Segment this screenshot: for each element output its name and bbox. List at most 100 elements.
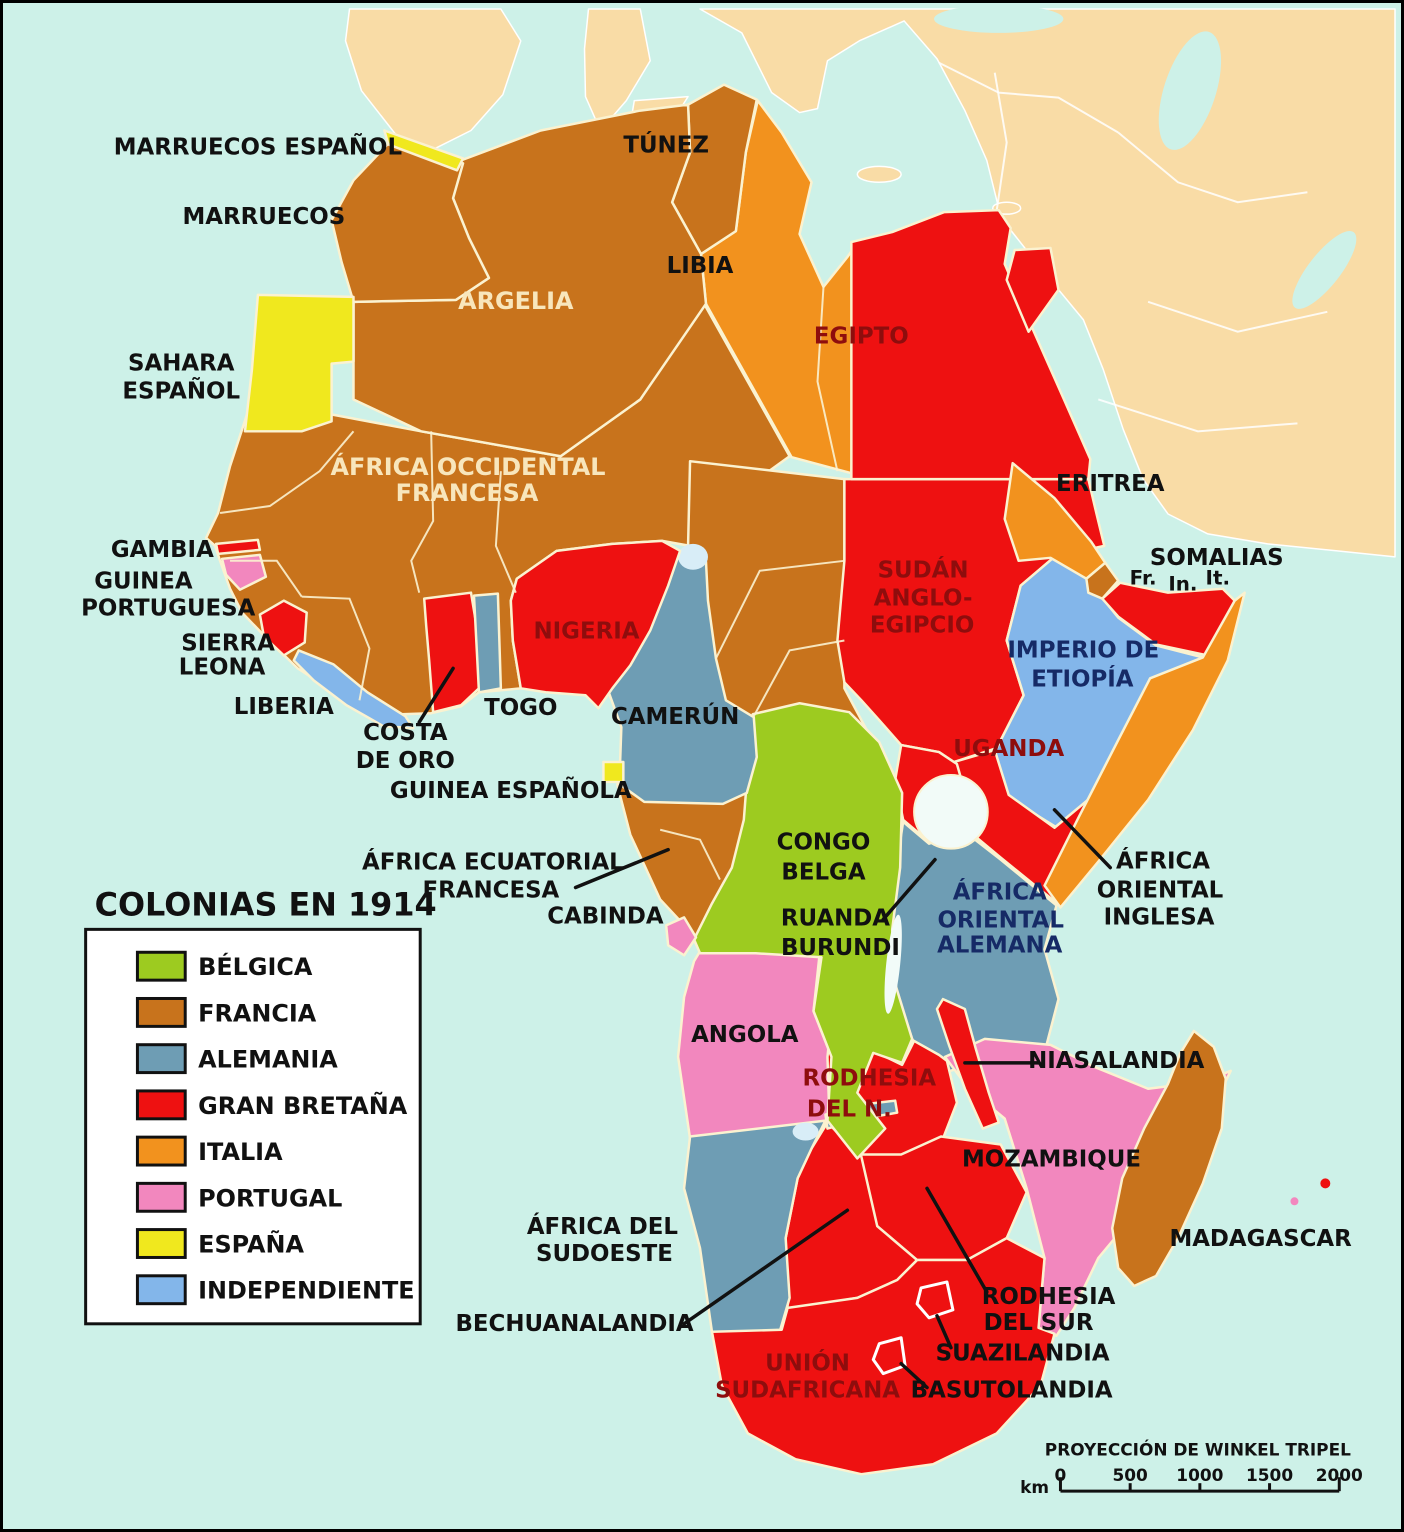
label-marruecos: MARRUECOS: [183, 204, 346, 230]
label-sierra-leona: LEONA: [179, 654, 266, 680]
pointer-basutolandia: [899, 1361, 929, 1390]
region-gambia: [214, 538, 262, 556]
internal-border: [659, 828, 721, 880]
scale-tick-label: 2000: [1316, 1465, 1363, 1485]
region-cabinda: [664, 916, 698, 957]
label-suazilandia: SUAZILANDIA: [936, 1341, 1110, 1367]
internal-border: [219, 430, 355, 514]
label-africa-occidental: FRANCESA: [396, 479, 539, 507]
label-basutolandia: BASUTOLANDIA: [911, 1378, 1113, 1404]
label-nigeria: NIGERIA: [534, 618, 640, 644]
scale-unit-label: km: [1020, 1477, 1049, 1497]
legend-label: BÉLGICA: [198, 952, 313, 981]
legend-swatch-francia: [135, 996, 187, 1028]
foreign-border: [1097, 398, 1298, 433]
scale-tick-label: 1500: [1246, 1465, 1293, 1485]
label-africa-oriental-inglesa: ORIENTAL: [1097, 877, 1224, 903]
region-sierra-leona: [258, 599, 308, 657]
label-sudan: SUDÁN: [878, 556, 969, 584]
legend-swatch-belgica: [135, 950, 187, 982]
label-africa-sudoeste: SUDOESTE: [536, 1241, 673, 1267]
region-iberia: [344, 8, 522, 152]
lake-tanganyika: [884, 914, 902, 1014]
legend-swatch-espana: [135, 1228, 187, 1259]
region-sahara-espanol: [243, 293, 355, 433]
label-somalia-it: It.: [1206, 567, 1230, 590]
label-cabinda: CABINDA: [547, 903, 664, 929]
pointer-africa-ecuatorial: [573, 847, 670, 890]
internal-border: [752, 639, 845, 717]
map-canvas: MARRUECOS ESPAÑOL MARRUECOS SAHARA ESPAÑ…: [3, 3, 1401, 1529]
label-africa-oriental-alemana: ALEMANA: [937, 932, 1063, 958]
label-congo-belga: CONGO: [777, 830, 871, 856]
label-africa-oriental-alemana: ORIENTAL: [937, 907, 1064, 933]
legend-swatch-italia: [135, 1135, 187, 1167]
pointer-suazilandia: [935, 1314, 953, 1350]
legend-label: PORTUGAL: [198, 1184, 342, 1212]
label-rodhesia-sur: DEL SUR: [984, 1310, 1094, 1336]
label-sudan: ANGLO-: [874, 586, 973, 612]
pointer-lines: [417, 666, 1112, 1390]
pointer-ruanda-burundi: [881, 857, 937, 922]
region-togo: [472, 592, 503, 694]
label-rodhesia-norte: RODHESIA: [802, 1066, 936, 1092]
region-guinea-espanola: [602, 760, 625, 784]
label-congo-belga: BELGA: [781, 860, 865, 886]
legend-items: BÉLGICA FRANCIA ALEMANIA GRAN BRETAÑA ITALIA…: [135, 950, 415, 1306]
region-congo-belga: [692, 702, 914, 1160]
region-africa-del-sudoeste: [682, 1119, 827, 1334]
black-sea: [934, 4, 1064, 33]
pointer-costa-de-oro: [417, 666, 455, 724]
internal-border: [494, 471, 517, 594]
internal-border: [816, 286, 839, 472]
label-sahara-espanol: SAHARA: [128, 351, 235, 377]
legend-label: ESPAÑA: [198, 1229, 304, 1258]
lake-ngami: [792, 1122, 819, 1141]
foreign-border: [938, 61, 1119, 134]
region-suazilandia: [915, 1280, 955, 1320]
label-africa-oriental-alemana: ÁFRICA: [953, 877, 1047, 905]
foreign-border: [1147, 300, 1328, 333]
legend-swatch-independiente: [135, 1274, 187, 1306]
label-sahara-espanol: ESPAÑOL: [122, 376, 240, 404]
legend-label: ALEMANIA: [198, 1046, 338, 1074]
region-basutolandia: [871, 1336, 907, 1376]
label-africa-sudoeste: ÁFRICA DEL: [527, 1212, 678, 1240]
label-madagascar: MADAGASCAR: [1169, 1226, 1352, 1252]
label-africa-ecuatorial: ÁFRICA ECUATORIAL: [362, 848, 624, 876]
region-sinai: [1005, 246, 1060, 333]
label-somalia-fr: Fr.: [1130, 567, 1157, 590]
island-reunion: [1290, 1197, 1299, 1206]
label-liberia: LIBERIA: [234, 694, 334, 720]
island-mauricio: [1320, 1178, 1331, 1189]
legend: COLONIAS EN 1914 BÉLGICA FRANCIA ALEMANIA G…: [84, 885, 437, 1326]
legend-swatch-alemania: [135, 1043, 187, 1075]
lake-victoria: [913, 773, 989, 850]
scale-tick-label: 0: [1055, 1465, 1067, 1485]
internal-border: [230, 559, 303, 598]
region-madagascar: [1110, 1029, 1227, 1288]
legend-label: ITALIA: [198, 1138, 283, 1166]
pointer-rodhesia-del-sur: [925, 1186, 989, 1294]
scale-ticks: 0 500 1000 1500 2000: [1055, 1465, 1363, 1492]
scale-bar: PROYECCIÓN DE WINKEL TRIPEL km 0 500 1000 1…: [1020, 1438, 1363, 1497]
label-ruanda-burundi: RUANDA: [781, 905, 890, 931]
label-somalia-in: In.: [1168, 573, 1197, 596]
label-mozambique: MOZAMBIQUE: [962, 1146, 1141, 1172]
label-imperio-etiopia: ETIOPÍA: [1031, 664, 1134, 692]
label-marruecos-espanol: MARRUECOS ESPAÑOL: [114, 132, 402, 160]
labels-group: MARRUECOS ESPAÑOL MARRUECOS SAHARA ESPAÑ…: [81, 130, 1352, 1403]
scale-tick-label: 500: [1113, 1465, 1148, 1485]
label-guinea-portuguesa: PORTUGUESA: [81, 596, 256, 622]
region-marruecos: [330, 141, 491, 304]
label-gambia: GAMBIA: [111, 537, 214, 563]
region-somalia-italiana: [1043, 591, 1246, 909]
label-niasalandia: NIASALANDIA: [1028, 1048, 1205, 1074]
persian-gulf: [1292, 231, 1357, 309]
label-libia: LIBIA: [667, 253, 734, 279]
foreign-land-group: [344, 4, 1396, 558]
label-guinea-espanola: GUINEA ESPAÑOLA: [390, 776, 632, 804]
label-africa-occidental: ÁFRICA OCCIDENTAL: [331, 452, 606, 481]
foreign-border: [993, 72, 1008, 211]
legend-label: INDEPENDIENTE: [198, 1277, 414, 1305]
